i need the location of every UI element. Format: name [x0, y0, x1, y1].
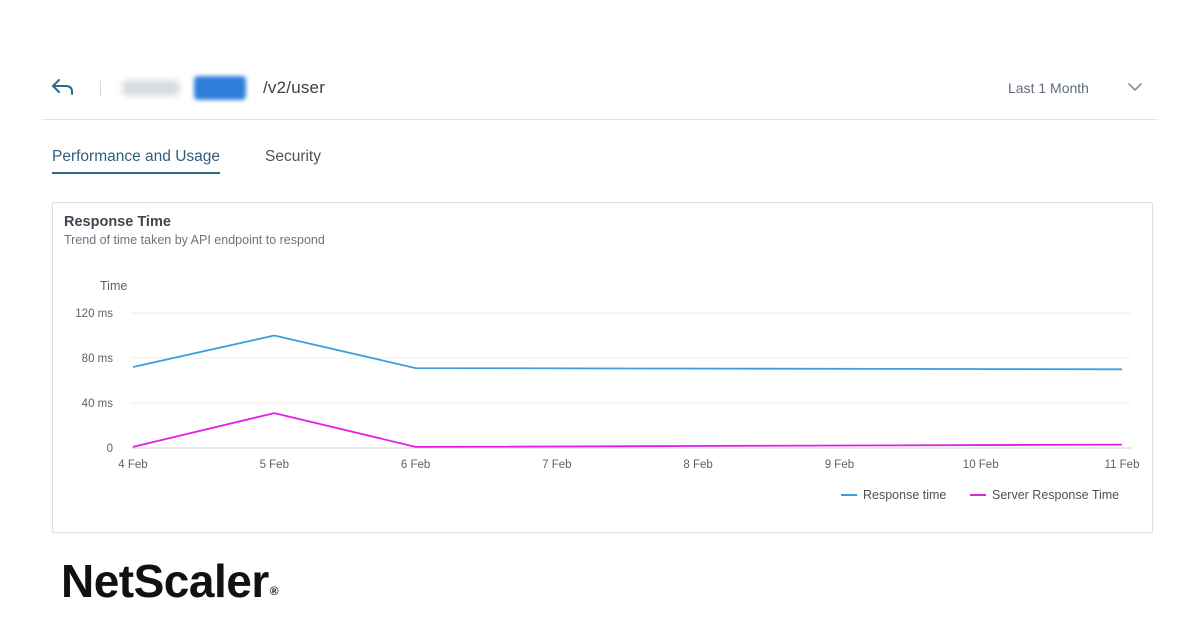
- x-tick-label: 8 Feb: [683, 459, 712, 471]
- netscaler-logo: NetScaler®: [61, 554, 279, 608]
- registered-mark: ®: [269, 584, 279, 598]
- y-tick-label: 40 ms: [82, 398, 114, 410]
- x-tick-label: 4 Feb: [118, 459, 147, 471]
- endpoint-header: /v2/user Last 1 Month: [42, 62, 1158, 120]
- y-tick-label: 80 ms: [82, 353, 114, 365]
- back-arrow-icon: [52, 79, 73, 95]
- x-tick-label: 7 Feb: [542, 459, 571, 471]
- x-tick-label: 9 Feb: [825, 459, 854, 471]
- endpoint-path: /v2/user: [263, 78, 326, 97]
- redacted-method-badge: [194, 76, 246, 100]
- x-tick-label: 10 Feb: [963, 459, 999, 471]
- legend-label-server-response-time: Server Response Time: [992, 488, 1119, 502]
- chevron-down-icon: [1128, 83, 1142, 91]
- y-axis-label: Time: [100, 279, 127, 293]
- response-time-card: Response Time Trend of time taken by API…: [52, 202, 1153, 533]
- tab-performance-and-usage[interactable]: Performance and Usage: [52, 148, 221, 174]
- header-divider: [100, 81, 101, 97]
- x-tick-label: 11 Feb: [1105, 459, 1140, 471]
- series-line-response-time: [132, 334, 1123, 371]
- series-line-server-response-time: [132, 412, 1123, 448]
- back-button[interactable]: [50, 76, 76, 98]
- y-tick-label: 120 ms: [75, 308, 113, 320]
- tab-security[interactable]: Security: [265, 148, 321, 165]
- time-range-select[interactable]: Last 1 Month: [1008, 74, 1158, 102]
- logo-text: NetScaler: [61, 555, 269, 607]
- card-subtitle: Trend of time taken by API endpoint to r…: [64, 233, 325, 247]
- x-tick-label: 6 Feb: [401, 459, 430, 471]
- time-range-label: Last 1 Month: [1008, 80, 1089, 96]
- redacted-api-name: [122, 80, 180, 96]
- response-time-chart: Time 0 40 ms 80 ms 120 ms 4 Feb 5 Feb 6 Feb 7 Fe…: [75, 279, 1140, 502]
- y-tick-label: 0: [107, 443, 113, 455]
- legend-label-response-time: Response time: [863, 488, 946, 502]
- x-tick-label: 5 Feb: [260, 459, 289, 471]
- card-title: Response Time: [64, 214, 171, 230]
